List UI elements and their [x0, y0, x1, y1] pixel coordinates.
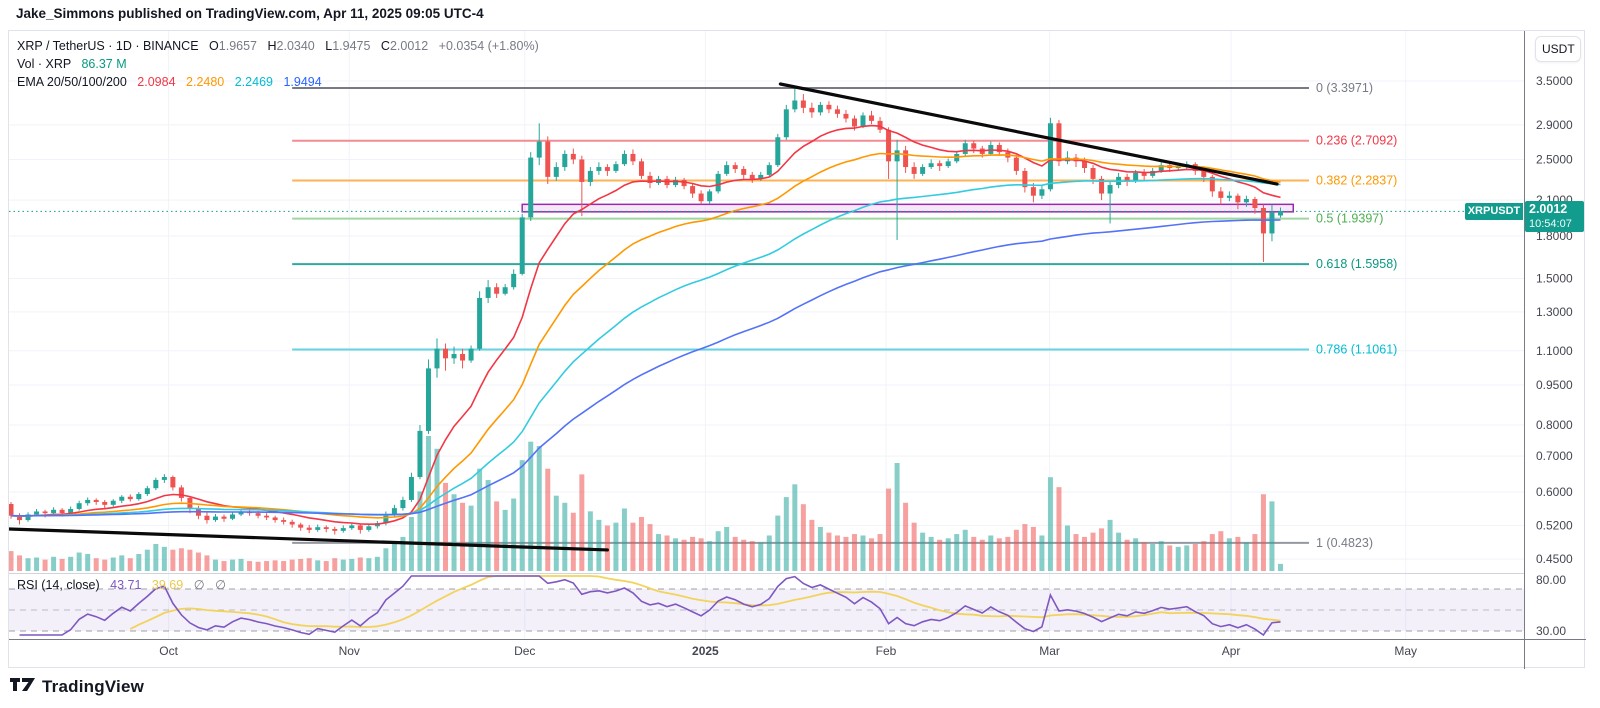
volume-value: 86.37 M — [81, 57, 127, 71]
price-tick-label: 0.9500 — [1536, 378, 1573, 392]
volume-label[interactable]: Vol · XRP — [17, 57, 71, 71]
chart-container: 0 (3.3971) 0.236 (2.7092) 0.382 (2.2837) 0.… — [8, 30, 1586, 669]
rsi-empty-value-1: ∅ — [193, 578, 205, 592]
trendline — [778, 82, 1279, 186]
time-tick-label: Nov — [339, 644, 360, 658]
ema-200-line — [10, 219, 1281, 517]
rsi-tick-label: 30.00 — [1536, 624, 1566, 638]
last-price-symbol-chip: XRPUSDT — [1465, 203, 1523, 220]
price-tick-label: 1.5000 — [1536, 272, 1573, 286]
fib-label: 0.236 (2.7092) — [1316, 134, 1397, 148]
rsi-legend: RSI (14, close) 43.71 39.69 ∅ ∅ — [17, 577, 226, 592]
open-value: 1.9657 — [218, 39, 257, 53]
fib-label: 0.786 (1.1061) — [1316, 342, 1397, 356]
legend-row-ema: EMA 20/50/100/200 2.0984 2.2480 2.2469 1… — [17, 73, 539, 91]
rsi-line — [19, 575, 1281, 637]
ema-label[interactable]: EMA 20/50/100/200 — [17, 75, 127, 89]
legend-row-symbol: XRP / TetherUS · 1D · BINANCE O1.9657 H2… — [17, 37, 539, 55]
open-label: O — [209, 39, 219, 53]
price-tick-label: 2.9000 — [1536, 118, 1573, 132]
symbol-legend: XRP / TetherUS · 1D · BINANCE O1.9657 H2… — [17, 37, 539, 91]
ema20-value: 2.0984 — [137, 75, 176, 89]
price-tick-label: 0.8000 — [1536, 418, 1573, 432]
price-tick-label: 1.1000 — [1536, 344, 1573, 358]
last-price-value: 2.0012 — [1529, 202, 1568, 216]
symbol-title[interactable]: XRP / TetherUS · 1D · BINANCE — [17, 39, 199, 53]
time-tick-label: 2025 — [692, 644, 719, 658]
fib-label: 0.5 (1.9397) — [1316, 212, 1383, 226]
price-tick-label: 2.5000 — [1536, 152, 1573, 166]
change-value: +0.0354 (+1.80%) — [438, 39, 539, 53]
price-tick-label: 0.4500 — [1536, 552, 1573, 566]
high-label: H — [267, 39, 277, 53]
time-tick-label: Feb — [876, 644, 897, 658]
rsi-tick-label: 80.00 — [1536, 573, 1566, 587]
ema50-value: 2.2480 — [186, 75, 225, 89]
tradingview-logo-text: TradingView — [42, 677, 145, 696]
ema-100-line — [10, 177, 1281, 517]
high-value: 2.0340 — [276, 39, 315, 53]
fib-label: 0 (3.3971) — [1316, 81, 1373, 95]
time-tick-label: May — [1394, 644, 1417, 658]
bar-countdown: 10:54:07 — [1529, 218, 1572, 230]
rsi-empty-value-2: ∅ — [215, 578, 226, 592]
time-tick-label: Apr — [1222, 644, 1241, 658]
price-tick-label: 0.5200 — [1536, 518, 1573, 532]
ema-50-line — [10, 152, 1281, 519]
tradingview-logo[interactable]: TradingView — [10, 676, 144, 698]
price-tick-label: 0.7000 — [1536, 449, 1573, 463]
rsi-label[interactable]: RSI (14, close) — [17, 578, 100, 592]
time-tick-label: Oct — [159, 644, 178, 658]
gridlines — [9, 31, 1524, 639]
trendline — [9, 527, 610, 552]
price-tick-label: 1.8000 — [1536, 229, 1573, 243]
attribution-text: Jake_Simmons published on TradingView.co… — [16, 6, 484, 21]
ema-20-line — [10, 124, 1281, 526]
legend-row-volume: Vol · XRP 86.37 M — [17, 55, 539, 73]
price-tick-label: 1.3000 — [1536, 305, 1573, 319]
chart-canvas[interactable]: 0 (3.3971) 0.236 (2.7092) 0.382 (2.2837) 0.… — [9, 31, 1586, 669]
fib-label: 1 (0.4823) — [1316, 536, 1373, 550]
time-tick-label: Dec — [514, 644, 535, 658]
low-label: L — [325, 39, 333, 53]
last-price-badge: 2.0012 10:54:07 — [1525, 201, 1584, 232]
support-zone-box — [521, 203, 1295, 213]
tradingview-mark-icon — [10, 676, 36, 698]
ema100-value: 2.2469 — [234, 75, 273, 89]
price-tick-label: 3.5000 — [1536, 74, 1573, 88]
fib-label: 0.618 (1.5958) — [1316, 257, 1397, 271]
price-tick-label: 0.6000 — [1536, 485, 1573, 499]
close-label: C — [380, 39, 390, 53]
close-value: 2.0012 — [389, 39, 429, 53]
currency-toggle-button[interactable]: USDT — [1535, 36, 1581, 62]
time-tick-label: Mar — [1039, 644, 1060, 658]
rsi-value: 43.71 — [110, 578, 142, 592]
rsi-ma-value: 39.69 — [151, 578, 184, 592]
ema200-value: 1.9494 — [283, 75, 322, 89]
candles — [9, 87, 1283, 535]
fib-label: 0.382 (2.2837) — [1316, 174, 1397, 188]
low-value: 1.9475 — [332, 39, 371, 53]
